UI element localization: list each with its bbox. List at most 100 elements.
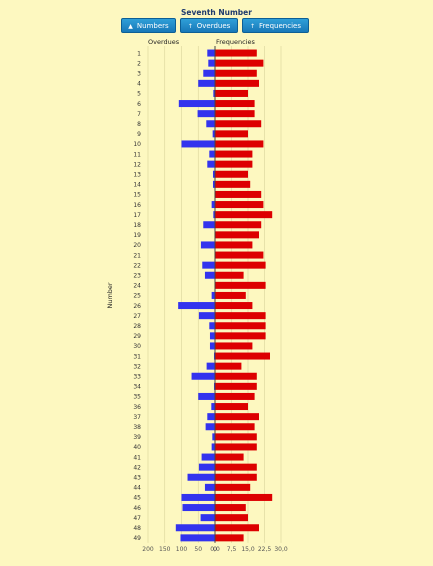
numbers-button[interactable]: ▲ Numbers <box>121 18 176 33</box>
overdue-bar <box>180 534 215 542</box>
y-tick-label: 40 <box>133 444 141 451</box>
y-tick-label: 20 <box>133 242 141 249</box>
x-tick-label: 200 <box>142 546 154 553</box>
y-tick-label: 26 <box>133 303 141 310</box>
frequency-bar <box>215 382 257 390</box>
overdue-bar <box>213 211 215 219</box>
y-tick-label: 28 <box>133 323 141 330</box>
frequency-bar <box>215 473 257 481</box>
frequency-bar <box>215 211 273 219</box>
overdue-bar <box>212 180 215 188</box>
overdue-bar <box>212 130 215 138</box>
y-tick-label: 30 <box>133 343 141 350</box>
frequency-bar <box>215 362 242 370</box>
y-tick-label: 29 <box>133 333 141 340</box>
overdue-bar <box>181 493 215 501</box>
overdue-bar <box>211 403 215 411</box>
y-tick-label: 34 <box>133 384 141 391</box>
y-tick-label: 12 <box>133 161 141 168</box>
frequency-bar <box>215 281 266 289</box>
numbers-button-label: Numbers <box>136 22 169 30</box>
y-tick-label: 18 <box>133 222 141 229</box>
overdue-bar <box>198 312 215 320</box>
y-tick-label: 3 <box>137 70 141 77</box>
arrow-up-icon: ↑ <box>250 23 256 30</box>
frequency-bar <box>215 79 259 87</box>
overdue-bar <box>209 332 215 340</box>
frequency-bar <box>215 312 266 320</box>
overdue-bar <box>187 473 215 481</box>
y-tick-label: 19 <box>133 232 141 239</box>
frequency-bar <box>215 332 266 340</box>
arrow-up-icon: ▲ <box>128 23 133 30</box>
y-tick-label: 45 <box>133 495 141 502</box>
overdue-bar <box>206 362 215 370</box>
overdue-bar <box>182 504 215 512</box>
overdue-bar <box>213 89 215 97</box>
y-tick-label: 36 <box>133 404 141 411</box>
page-title: Seventh Number <box>181 8 252 17</box>
frequency-bar <box>215 433 257 441</box>
frequency-bar <box>215 231 259 239</box>
overdue-bar <box>207 49 215 57</box>
y-tick-label: 14 <box>133 182 141 189</box>
y-tick-label: 33 <box>133 373 141 380</box>
y-tick-label: 44 <box>133 485 141 492</box>
frequency-bar <box>215 261 266 269</box>
y-tick-label: 11 <box>133 151 141 158</box>
frequency-bar <box>215 49 257 57</box>
overdue-bar <box>211 291 215 299</box>
frequency-bar <box>215 524 259 532</box>
frequency-bar <box>215 352 270 360</box>
overdue-bar <box>191 372 215 380</box>
frequencies-button[interactable]: ↑ Frequencies <box>242 18 309 33</box>
overdues-series-label: Overdues <box>148 38 180 46</box>
y-tick-label: 8 <box>137 121 141 128</box>
frequency-bar <box>215 392 255 400</box>
overdue-bar <box>209 342 215 350</box>
y-tick-label: 21 <box>133 252 141 259</box>
frequency-bar <box>215 403 248 411</box>
overdue-bar <box>178 302 215 310</box>
overdue-bar <box>181 140 215 148</box>
overdue-bar <box>203 69 215 77</box>
frequency-bar <box>215 120 262 128</box>
frequency-bar <box>215 59 264 67</box>
overdue-bar <box>202 261 215 269</box>
frequency-bar <box>215 453 244 461</box>
frequency-bar <box>215 443 257 451</box>
frequency-bar <box>215 514 248 522</box>
frequency-bar <box>215 140 264 148</box>
overdue-bar <box>207 413 215 421</box>
overdue-bar <box>204 483 215 491</box>
frequency-bar <box>215 170 248 178</box>
overdue-bar <box>209 150 215 158</box>
x-tick-label: 30,0 <box>274 546 288 553</box>
y-tick-label: 37 <box>133 414 141 421</box>
overdue-bar <box>212 170 215 178</box>
frequency-bar <box>215 180 251 188</box>
y-tick-label: 1 <box>137 50 141 57</box>
frequencies-button-label: Frequencies <box>259 22 301 30</box>
frequency-bar <box>215 413 259 421</box>
frequency-bar <box>215 221 262 229</box>
y-tick-label: 4 <box>137 81 141 88</box>
frequency-bar <box>215 160 253 168</box>
overdue-bar <box>203 221 215 229</box>
frequency-bar <box>215 302 253 310</box>
y-tick-label: 10 <box>133 141 141 148</box>
y-tick-label: 9 <box>137 131 141 138</box>
y-tick-label: 2 <box>137 60 141 67</box>
y-tick-label: 13 <box>133 171 141 178</box>
frequency-bar <box>215 130 248 138</box>
y-tick-label: 25 <box>133 293 141 300</box>
overdue-bar <box>206 120 215 128</box>
overdue-bar <box>205 423 215 431</box>
overdue-bar <box>200 241 215 249</box>
y-tick-label: 42 <box>133 464 141 471</box>
overdues-button[interactable]: ↑ Overdues <box>180 18 238 33</box>
frequency-bar <box>215 241 253 249</box>
y-tick-label: 23 <box>133 272 141 279</box>
frequency-bar <box>215 342 253 350</box>
